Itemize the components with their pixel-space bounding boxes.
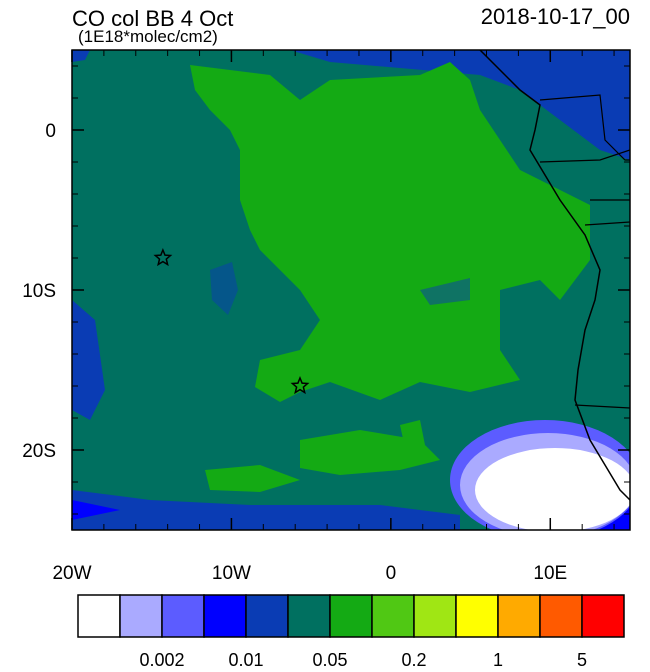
y-tick-label: 20S <box>22 441 56 462</box>
y-tick-label: 0 <box>45 121 56 142</box>
map-fill <box>72 50 630 530</box>
colorbar-label: 5 <box>577 650 587 667</box>
colorbar-label: 0.002 <box>139 650 184 667</box>
colorbar-box <box>77 594 121 638</box>
colorbar-box <box>371 594 415 638</box>
colorbar-box <box>581 594 625 638</box>
colorbar-box <box>119 594 163 638</box>
colorbar-label: 0.2 <box>401 650 426 667</box>
colorbar-label: 1 <box>493 650 503 667</box>
chart-subtitle: (1E18*molec/cm2) <box>78 27 218 46</box>
colorbar-box <box>161 594 205 638</box>
colorbar-box <box>413 594 457 638</box>
colorbar-box <box>329 594 373 638</box>
x-tick-label: 10E <box>533 563 567 584</box>
colorbar-box <box>203 594 247 638</box>
star-marker <box>153 248 173 267</box>
star-marker <box>290 376 310 395</box>
colorbar-label: 0.01 <box>228 650 263 667</box>
date-label: 2018-10-17_00 <box>481 4 630 29</box>
colorbar-box <box>497 594 541 638</box>
x-tick-label: 20W <box>52 563 91 584</box>
colorbar-box <box>539 594 583 638</box>
colorbar-box <box>245 594 289 638</box>
x-tick-label: 10W <box>212 563 251 584</box>
colorbar-box <box>287 594 331 638</box>
chart-title: CO col BB 4 Oct <box>72 6 233 31</box>
colorbar-box <box>455 594 499 638</box>
colorbar-label: 0.05 <box>312 650 347 667</box>
x-tick-label: 0 <box>386 563 397 584</box>
y-tick-label: 10S <box>22 281 56 302</box>
